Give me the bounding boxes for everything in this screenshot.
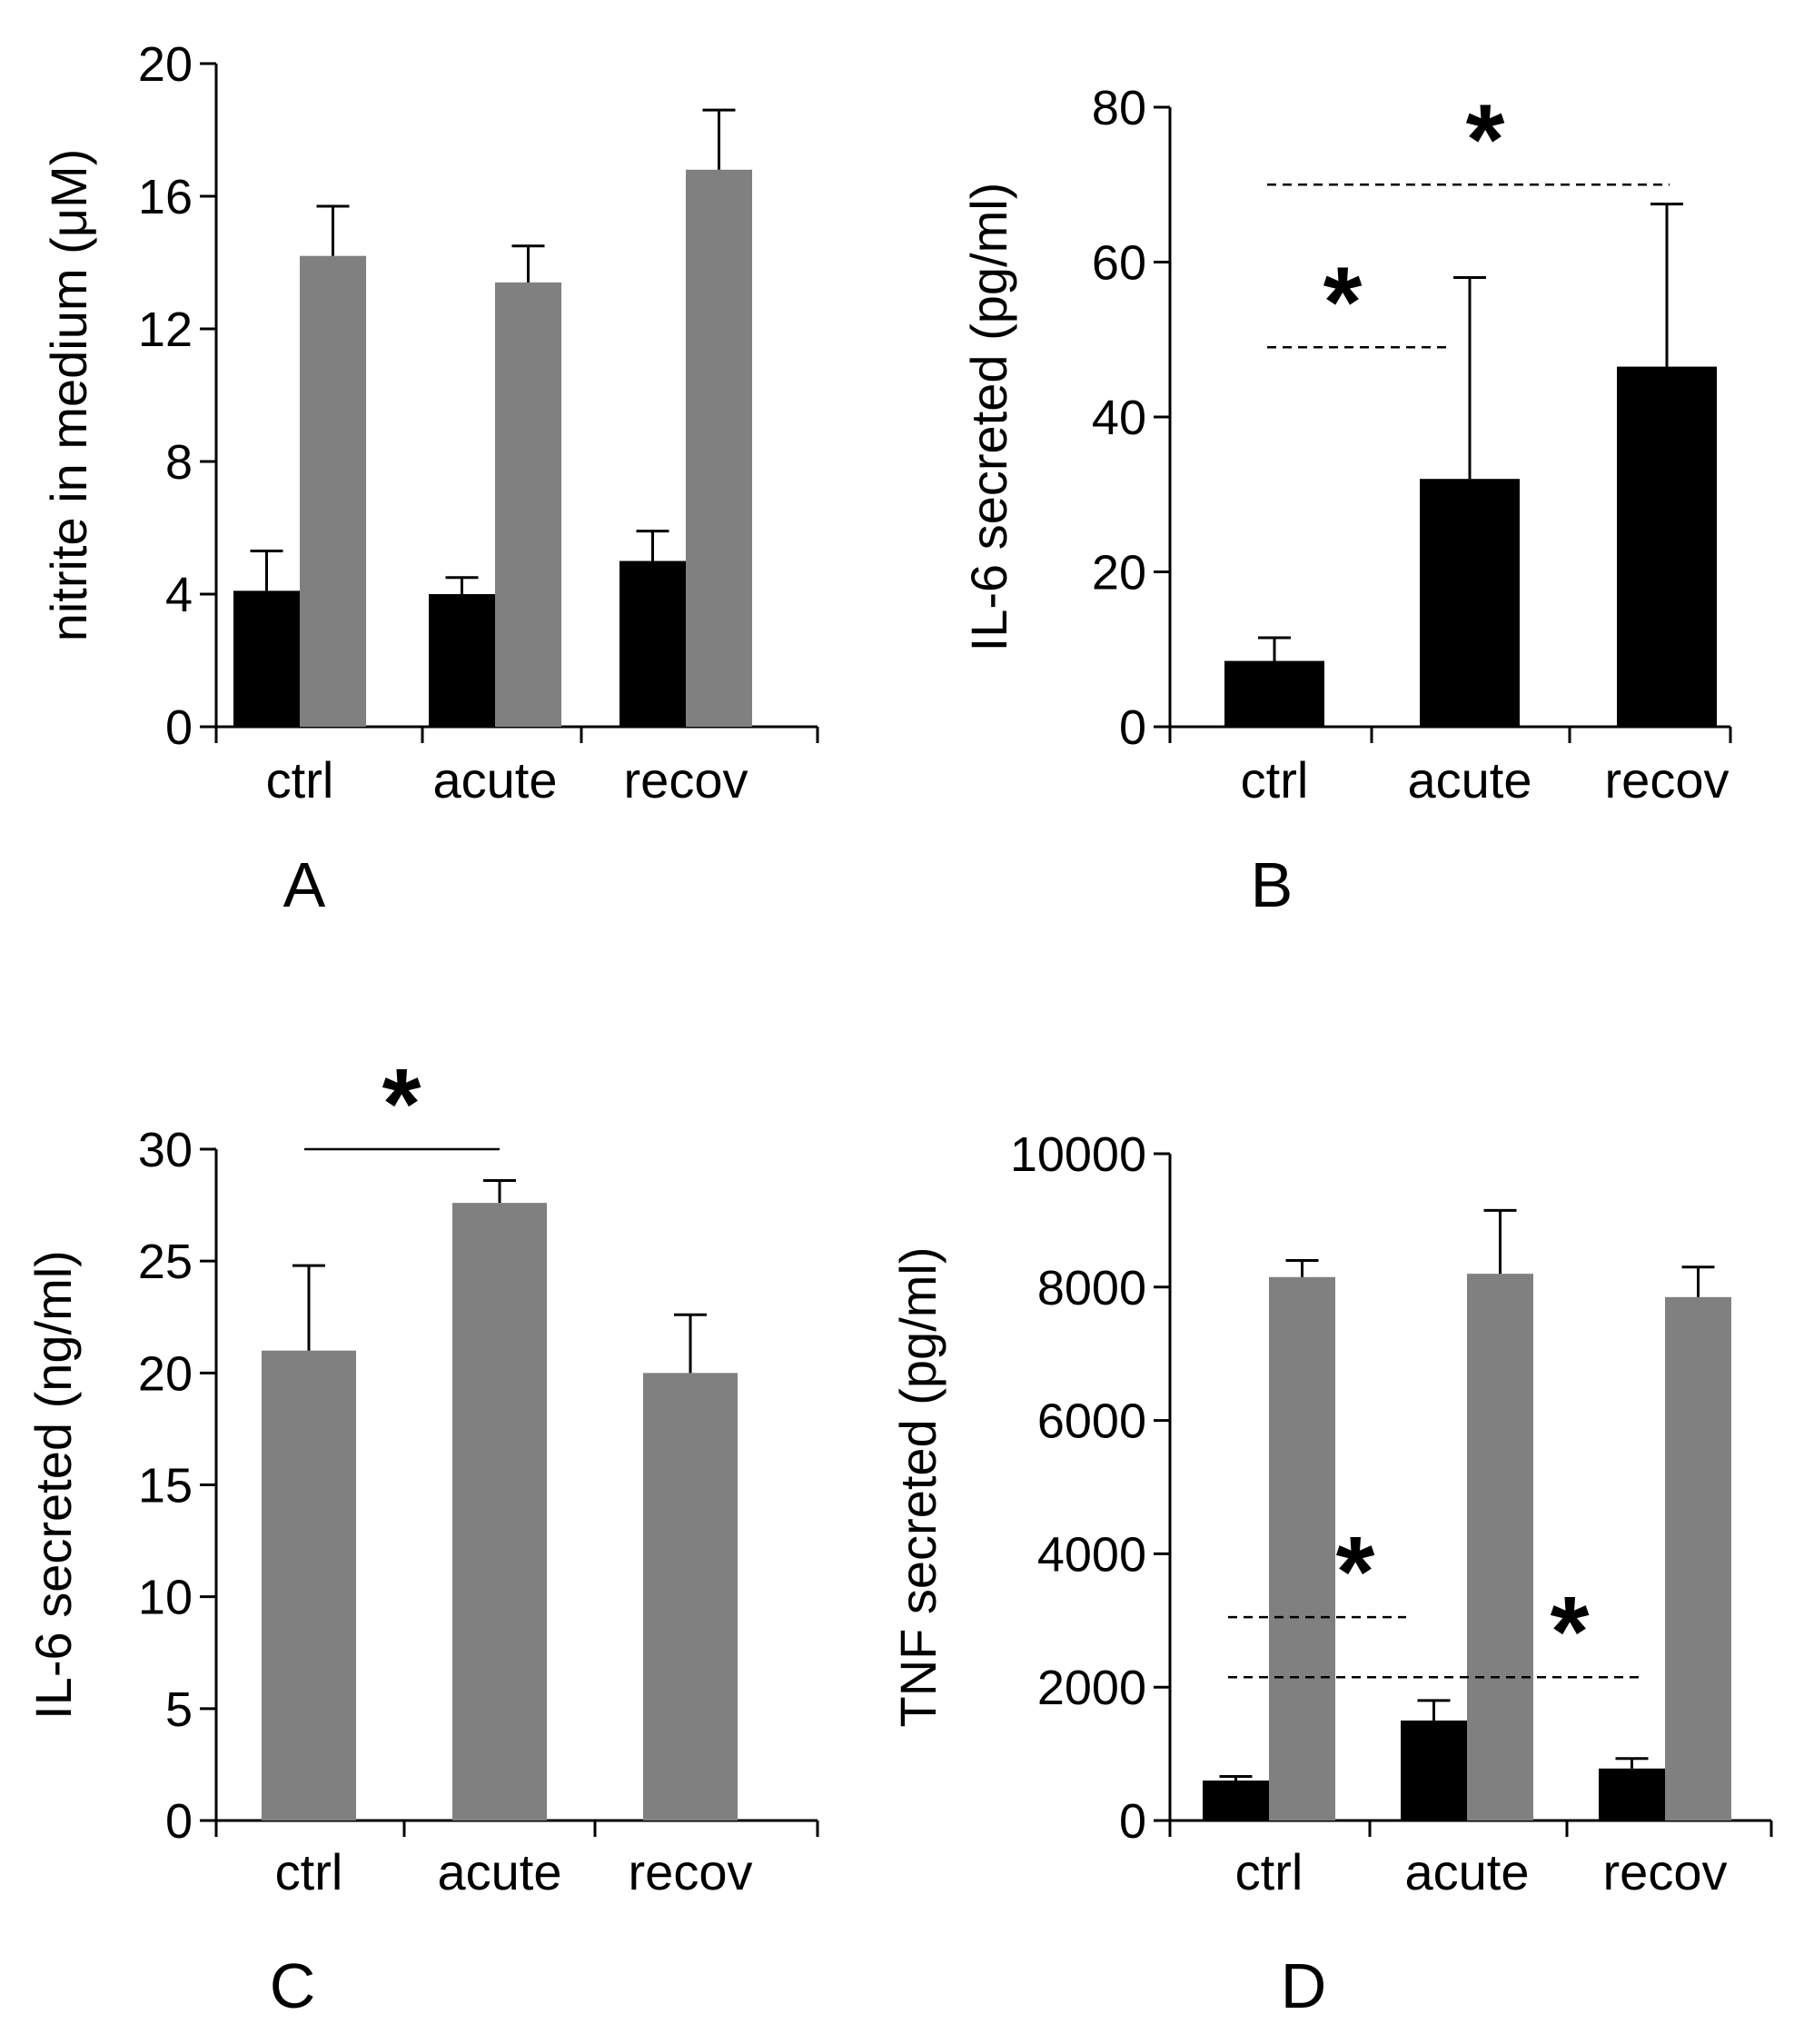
y-tick-label: 4 [165, 568, 193, 622]
panel-letter: B [1251, 849, 1294, 920]
y-tick-label: 20 [138, 37, 193, 92]
bar-black-acute [1420, 479, 1520, 727]
y-axis-title: IL-6 secreted (ng/ml) [25, 1250, 82, 1720]
x-tick-label-acute: acute [433, 751, 558, 809]
y-tick-label: 12 [138, 303, 193, 357]
significance-star: * [1466, 84, 1505, 195]
y-tick-label: 0 [1119, 700, 1146, 755]
y-tick-label: 20 [138, 1346, 193, 1401]
bar-gray-recov [643, 1373, 738, 1821]
significance-star: * [1551, 1576, 1590, 1688]
y-tick-label: 2000 [1037, 1661, 1146, 1715]
significance-star: * [1336, 1516, 1375, 1628]
x-tick-label-ctrl: ctrl [275, 1843, 343, 1900]
y-tick-label: 0 [165, 1794, 193, 1849]
bar-gray-ctrl [262, 1350, 356, 1821]
y-tick-label: 4000 [1037, 1527, 1146, 1582]
bar-gray-ctrl [300, 255, 366, 727]
bar-black-recov [1617, 366, 1717, 727]
y-tick-label: 10 [138, 1571, 193, 1625]
y-axis-title: TNF secreted (pg/ml) [889, 1247, 947, 1728]
bar-black-ctrl [1203, 1780, 1269, 1821]
bar-gray-recov [686, 169, 752, 728]
x-tick-label-recov: recov [629, 1843, 753, 1900]
x-tick-label-recov: recov [1603, 1843, 1728, 1900]
panel-letter: D [1281, 1950, 1327, 2021]
y-tick-label: 5 [165, 1682, 193, 1737]
y-tick-label: 40 [1092, 391, 1146, 445]
y-tick-label: 0 [165, 700, 193, 755]
y-axis-title: IL-6 secreted (pg/ml) [960, 183, 1017, 652]
y-tick-label: 80 [1092, 81, 1146, 135]
y-tick-label: 16 [138, 170, 193, 224]
chart-panel-a: 0 4 8 12 16 20 nitrite in medium (μM) ctrl acute… [40, 37, 819, 920]
bar-black-recov [620, 561, 686, 727]
x-tick-label-acute: acute [1408, 751, 1532, 809]
bar-gray-acute [1467, 1274, 1533, 1821]
chart-panel-c: 0 5 10 15 20 25 30 IL-6 secreted (ng/ml) ctrl acu… [25, 1048, 819, 2021]
y-tick-label: 60 [1092, 236, 1146, 291]
bar-black-acute [429, 594, 495, 727]
bar-gray-acute [495, 282, 561, 727]
x-tick-label-ctrl: ctrl [266, 751, 334, 809]
y-tick-label: 0 [1119, 1794, 1146, 1849]
bar-gray-recov [1665, 1296, 1731, 1821]
bar-gray-ctrl [1269, 1276, 1335, 1821]
chart-panel-b: 0 20 40 60 80 IL-6 secreted (pg/ml) ctrl acute r… [960, 81, 1732, 920]
x-tick-label-ctrl: ctrl [1241, 751, 1309, 809]
y-tick-label: 6000 [1037, 1394, 1146, 1449]
y-axis-title: nitrite in medium (μM) [40, 149, 97, 642]
panel-letter: C [270, 1950, 316, 2021]
chart-panel-d: 0 2000 4000 6000 8000 10000 TNF secreted (pg/m… [889, 1127, 1773, 2021]
y-tick-label: 20 [1092, 546, 1146, 600]
bar-gray-acute [452, 1203, 547, 1821]
x-tick-label-recov: recov [624, 751, 748, 809]
x-tick-label-acute: acute [438, 1843, 562, 1900]
x-tick-label-recov: recov [1605, 751, 1730, 809]
significance-star: * [382, 1048, 421, 1160]
y-tick-label: 8 [165, 435, 193, 490]
x-tick-label-acute: acute [1405, 1843, 1530, 1900]
bar-black-recov [1599, 1768, 1665, 1821]
bar-black-ctrl [233, 590, 300, 727]
y-tick-label: 25 [138, 1235, 193, 1289]
y-tick-label: 30 [138, 1123, 193, 1177]
significance-star: * [1323, 246, 1363, 358]
y-tick-label: 15 [138, 1459, 193, 1513]
y-tick-label: 10000 [1010, 1127, 1146, 1182]
bar-black-ctrl [1224, 660, 1324, 727]
x-tick-label-ctrl: ctrl [1235, 1843, 1303, 1900]
bar-black-acute [1401, 1720, 1467, 1821]
panel-letter: A [283, 849, 326, 920]
y-tick-label: 8000 [1037, 1261, 1146, 1315]
